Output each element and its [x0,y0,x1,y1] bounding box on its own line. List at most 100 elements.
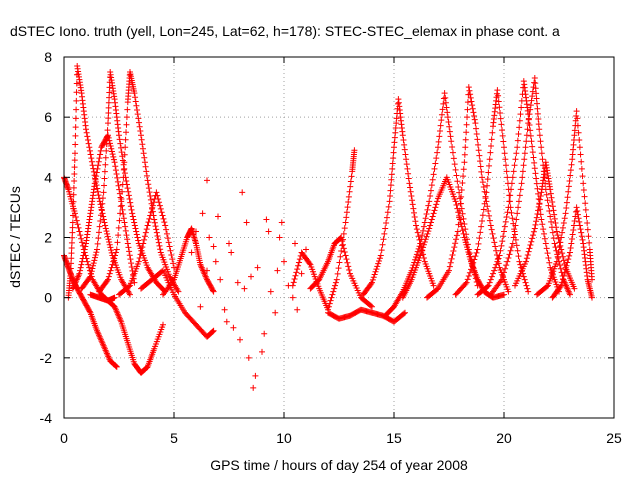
data-point [570,226,577,233]
data-point [494,87,501,94]
data-point [536,126,543,133]
data-point [475,141,482,148]
data-point [462,280,469,287]
data-point [460,173,467,180]
data-point [109,151,116,158]
data-point [505,288,512,295]
data-point [454,228,461,235]
data-point [102,222,109,229]
data-point [132,225,139,232]
data-point [103,147,110,154]
data-point [75,224,82,231]
data-point [119,206,126,213]
data-point [95,192,102,199]
data-point [346,188,353,195]
data-point [422,236,429,243]
data-point [421,219,428,226]
data-point [144,177,151,184]
data-point [97,217,104,224]
y-tick-label: -4 [40,410,53,426]
data-point [428,216,435,223]
data-point [446,263,453,270]
data-point [293,269,300,276]
data-point [409,197,416,204]
data-point [126,248,133,255]
data-point [525,120,532,127]
data-point [555,235,562,242]
data-point [563,205,570,212]
data-point [344,204,351,211]
data-point [111,255,118,262]
data-point [376,257,383,264]
data-point [390,155,397,162]
data-point [73,97,80,104]
data-point [535,207,542,214]
y-tick-label: 8 [44,49,52,65]
data-point [241,285,248,292]
data-point [84,137,91,144]
data-point [373,266,380,273]
data-point [567,172,574,179]
data-point [539,221,546,228]
data-point [156,199,163,206]
data-point [94,188,101,195]
data-point [90,260,97,267]
data-point [131,219,138,226]
data-point [486,279,493,286]
data-point [427,192,434,199]
data-point [416,243,423,250]
data-point [516,124,523,131]
data-point [581,193,588,200]
data-point [534,185,541,192]
data-point [535,121,542,128]
data-point [510,234,517,241]
data-point [295,262,302,269]
data-point [580,186,587,193]
data-point [67,270,74,277]
data-point [423,211,430,218]
data-point [531,159,538,166]
data-point [514,247,521,254]
data-point [430,282,437,289]
data-point [112,167,119,174]
data-point [117,194,124,201]
data-point [86,147,93,154]
data-point [117,203,124,210]
data-point [120,166,127,173]
data-point [412,218,419,225]
data-point [339,241,346,248]
data-point [459,227,466,234]
data-point [110,258,117,265]
data-point [476,152,483,159]
data-point [133,102,140,109]
data-point [434,149,441,156]
data-point [272,309,279,316]
data-point [230,324,237,331]
y-axis-label: dSTEC / TECUs [7,186,23,288]
data-point [84,258,91,265]
data-point [73,80,80,87]
data-point [529,143,536,150]
data-point [210,243,217,250]
data-point [70,184,77,191]
data-point [584,226,591,233]
data-point [519,174,526,181]
data-point [556,244,563,251]
data-point [530,154,537,161]
data-point [86,264,93,271]
data-point [451,244,458,251]
data-point [559,250,566,257]
data-point [477,158,484,165]
data-point [491,267,498,274]
data-point [291,276,298,283]
data-point [532,85,539,92]
data-point [498,276,505,283]
data-point [374,263,381,270]
data-point [123,121,130,128]
data-point [474,246,481,253]
data-point [456,207,463,214]
data-point [577,226,584,233]
data-point [118,149,125,156]
data-point [387,182,394,189]
data-point [521,150,528,157]
